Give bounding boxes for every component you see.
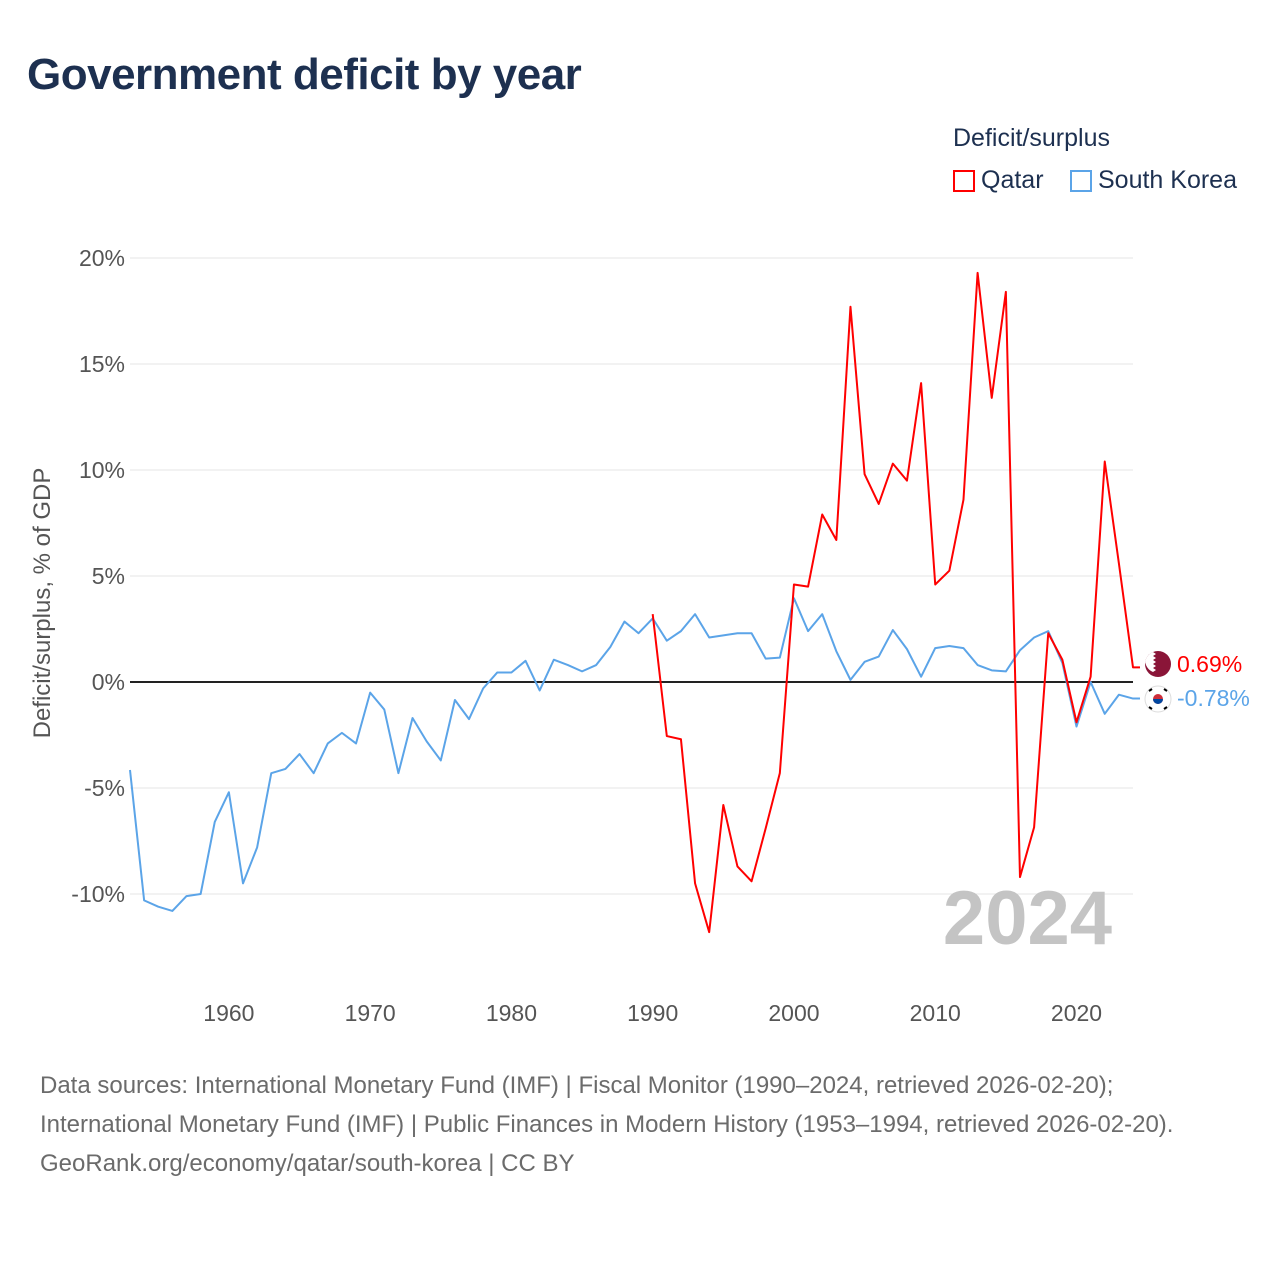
legend-item-south-korea[interactable]: South Korea <box>1070 166 1237 195</box>
legend-swatch-south-korea <box>1070 169 1092 192</box>
y-tick-label: 20% <box>79 245 125 271</box>
source-link[interactable]: GeoRank.org/economy/qatar/south-korea | … <box>40 1150 575 1177</box>
y-tick-label: -5% <box>84 775 125 801</box>
footer: Data sources: International Monetary Fun… <box>40 1066 1240 1183</box>
legend-swatch-qatar <box>953 169 975 192</box>
legend-title: Deficit/surplus <box>953 124 1110 152</box>
legend-label-qatar: Qatar <box>981 166 1044 194</box>
qatar-end-label: 0.69% <box>1177 651 1242 677</box>
x-tick-label: 1960 <box>203 1000 254 1026</box>
x-tick-label: 2020 <box>1051 1000 1102 1026</box>
x-tick-label: 1970 <box>345 1000 396 1026</box>
y-tick-label: 5% <box>92 563 125 589</box>
y-axis-label: Deficit/surplus, % of GDP <box>29 468 56 739</box>
chart-title: Government deficit by year <box>27 50 582 99</box>
y-tick-label: 15% <box>79 351 125 377</box>
series-line-qatar[interactable] <box>651 271 1140 934</box>
y-tick-label: 0% <box>92 669 125 695</box>
south-korea-flag-icon <box>1144 685 1172 713</box>
legend-item-qatar[interactable]: Qatar <box>953 166 1044 195</box>
x-tick-label: 1990 <box>627 1000 678 1026</box>
line-chart: 20% 15% 10% 5% 0% -5% -10% 1960 1970 1980 1990 2000… <box>29 245 1250 1026</box>
data-sources: Data sources: International Monetary Fun… <box>40 1072 1174 1138</box>
x-tick-label: 2000 <box>768 1000 819 1026</box>
qatar-flag-icon <box>1145 651 1171 677</box>
x-tick-label: 2010 <box>910 1000 961 1026</box>
legend-label-south-korea: South Korea <box>1098 166 1237 194</box>
y-tick-label: -10% <box>71 881 125 907</box>
south-korea-end-label: -0.78% <box>1177 685 1250 711</box>
series-line-south-korea[interactable] <box>129 597 1140 912</box>
year-watermark: 2024 <box>943 876 1112 961</box>
x-tick-label: 1980 <box>486 1000 537 1026</box>
y-tick-label: 10% <box>79 457 125 483</box>
